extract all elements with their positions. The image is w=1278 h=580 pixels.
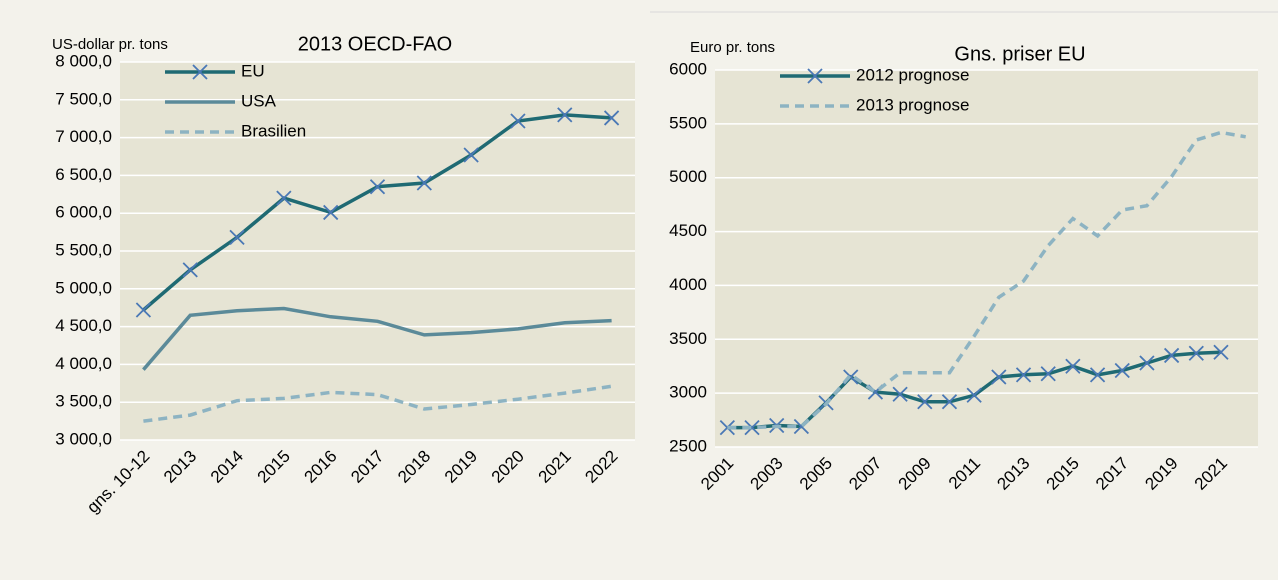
marker bbox=[1163, 347, 1180, 364]
marker bbox=[510, 113, 526, 129]
y-tick-label: 4500 bbox=[669, 221, 707, 240]
marker bbox=[323, 204, 339, 221]
y-tick-label: 7 500,0 bbox=[55, 89, 112, 108]
marker bbox=[369, 179, 386, 195]
series-line bbox=[143, 384, 612, 423]
marker bbox=[1040, 366, 1056, 382]
series-line bbox=[727, 130, 1247, 430]
y-tick-label: 6000 bbox=[669, 59, 707, 78]
marker bbox=[1213, 344, 1229, 360]
y-tick-label: 3000 bbox=[669, 383, 707, 402]
y-tick-label: 5500 bbox=[669, 113, 707, 132]
y-tick-label: 6 500,0 bbox=[55, 165, 112, 184]
y-tick-label: 2500 bbox=[669, 436, 707, 455]
y-tick-label: 7 000,0 bbox=[55, 127, 112, 146]
y-tick-label: 5 000,0 bbox=[55, 278, 112, 297]
marker bbox=[276, 190, 292, 206]
marker bbox=[917, 394, 933, 410]
legend-label: Brasilien bbox=[241, 121, 306, 140]
y-tick-label: 8 000,0 bbox=[55, 51, 112, 70]
y-tick-label: 3 000,0 bbox=[55, 429, 112, 448]
marker bbox=[1065, 358, 1081, 374]
y-tick-label: 3500 bbox=[669, 329, 707, 348]
marker bbox=[991, 369, 1007, 385]
y-tick-label: 4 500,0 bbox=[55, 316, 112, 335]
plot-area bbox=[715, 70, 1258, 447]
y-tick-label: 4000 bbox=[669, 275, 707, 294]
marker bbox=[229, 229, 245, 246]
legend-label: USA bbox=[241, 91, 277, 110]
marker bbox=[941, 394, 958, 410]
series-line bbox=[142, 306, 612, 371]
marker bbox=[744, 419, 760, 436]
marker bbox=[1188, 345, 1204, 361]
y-tick-label: 5000 bbox=[669, 167, 707, 186]
legend-marker bbox=[192, 64, 208, 80]
marker bbox=[1015, 367, 1032, 383]
y-tick-label: 5 500,0 bbox=[55, 240, 112, 259]
marker bbox=[182, 262, 198, 278]
y-tick-label: 3 500,0 bbox=[55, 392, 112, 411]
marker bbox=[892, 386, 908, 402]
marker bbox=[1139, 355, 1155, 371]
y-tick-label: 6 000,0 bbox=[55, 203, 112, 222]
y-tick-label: 4 000,0 bbox=[55, 354, 112, 373]
marker bbox=[1089, 367, 1106, 383]
legend-label: 2013 prognose bbox=[856, 95, 969, 114]
legend-label: EU bbox=[241, 61, 265, 80]
legend-label: 2012 prognose bbox=[856, 65, 969, 84]
marker bbox=[1114, 362, 1130, 379]
y-axis-label: Euro pr. tons bbox=[690, 39, 775, 56]
chart-title: Gns. priser EU bbox=[954, 43, 1085, 65]
legend-marker bbox=[807, 68, 823, 84]
marker bbox=[557, 107, 573, 123]
y-axis-label: US-dollar pr. tons bbox=[52, 36, 168, 53]
marker bbox=[416, 175, 432, 191]
marker bbox=[463, 147, 479, 163]
marker bbox=[135, 302, 152, 318]
chart-title: 2013 OECD-FAO bbox=[298, 33, 453, 55]
marker bbox=[603, 110, 620, 126]
marker bbox=[966, 387, 982, 403]
